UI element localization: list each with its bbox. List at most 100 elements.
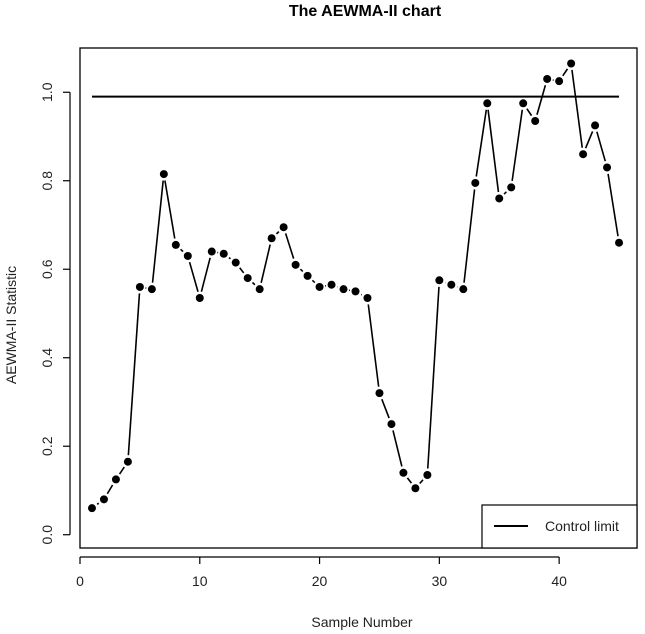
data-point [447, 280, 456, 289]
data-point [363, 294, 372, 302]
legend-label-control-limit: Control limit [545, 518, 619, 534]
y-tick-label: 0.2 [39, 436, 55, 456]
series-segment [367, 304, 380, 387]
data-point [267, 234, 276, 243]
series-segment [463, 189, 476, 283]
data-point [303, 271, 312, 280]
data-point [147, 285, 156, 294]
y-axis: 0.0 0.2 0.4 0.6 0.8 1.0 [39, 82, 71, 545]
series-segment [596, 131, 607, 162]
data-point [207, 247, 216, 256]
data-point [579, 150, 588, 159]
series-segment [426, 286, 440, 469]
statistic-series [87, 59, 624, 513]
y-tick-label: 0.6 [39, 259, 55, 279]
series-segment [106, 484, 114, 495]
data-point [531, 117, 540, 126]
x-tick-label: 40 [551, 573, 567, 589]
series-segment [607, 173, 619, 237]
series-segment [180, 248, 184, 253]
x-axis: 0 10 20 30 40 [76, 556, 567, 589]
series-segment [127, 293, 141, 456]
y-tick-label: 0.0 [39, 525, 55, 545]
series-segment [475, 109, 488, 177]
series-segment [311, 279, 316, 284]
series-segment [284, 233, 295, 259]
series-segment [511, 109, 524, 182]
data-point [171, 240, 180, 249]
data-point [567, 59, 576, 68]
y-axis-label: AEWMA-II Statistic [3, 266, 19, 384]
series-segment [392, 430, 403, 467]
series-segment [381, 398, 390, 419]
series-segment [151, 180, 164, 283]
data-point [231, 258, 240, 267]
data-point [279, 223, 288, 232]
data-point [99, 495, 108, 504]
series-layer [87, 59, 624, 513]
series-segment [487, 109, 500, 193]
series-segment [239, 267, 245, 274]
series-segment [536, 85, 547, 115]
data-point [243, 274, 252, 283]
series-segment [188, 261, 199, 292]
data-point [435, 276, 444, 285]
y-tick-label: 0.4 [39, 348, 55, 368]
data-point [255, 285, 264, 294]
series-segment [96, 502, 100, 505]
data-point [615, 238, 624, 247]
data-point [507, 183, 516, 192]
data-point [219, 249, 228, 258]
data-point [543, 74, 552, 83]
data-point [399, 468, 408, 477]
data-point [327, 280, 336, 289]
data-point [459, 285, 468, 294]
series-segment [571, 69, 584, 148]
legend: Control limit [481, 504, 638, 549]
series-segment [164, 180, 176, 239]
data-point [315, 282, 324, 291]
series-segment [200, 257, 211, 292]
series-segment [299, 268, 304, 273]
data-point [387, 420, 396, 429]
series-segment [118, 466, 125, 475]
series-segment [228, 256, 231, 260]
series-segment [406, 477, 413, 484]
data-point [291, 260, 300, 269]
series-segment [251, 281, 256, 286]
data-point [339, 285, 348, 294]
x-tick-label: 0 [76, 573, 84, 589]
data-point [603, 163, 612, 172]
series-segment [275, 231, 280, 235]
series-segment [526, 108, 533, 117]
data-point [135, 282, 144, 291]
data-point [483, 99, 492, 108]
data-point [423, 470, 432, 479]
chart-title: The AEWMA-II chart [289, 3, 442, 20]
y-tick-label: 0.8 [39, 171, 55, 191]
series-segment [584, 131, 594, 149]
data-point [351, 287, 360, 296]
data-point [183, 251, 192, 260]
y-tick-label: 1.0 [39, 82, 55, 102]
x-tick-label: 20 [312, 573, 328, 589]
data-point [375, 389, 384, 398]
x-tick-label: 30 [432, 573, 448, 589]
series-segment [503, 191, 507, 195]
data-point [411, 484, 420, 493]
data-point [111, 475, 120, 484]
x-tick-label: 10 [192, 573, 208, 589]
data-point [519, 99, 528, 108]
data-point [495, 194, 504, 203]
data-point [555, 77, 564, 86]
series-segment [419, 479, 424, 484]
data-point [471, 178, 480, 187]
data-point [87, 504, 96, 513]
series-segment [260, 244, 271, 284]
data-point [123, 457, 132, 466]
series-segment [562, 68, 569, 77]
data-point [195, 294, 204, 302]
data-point [591, 121, 600, 130]
data-point [159, 170, 168, 179]
